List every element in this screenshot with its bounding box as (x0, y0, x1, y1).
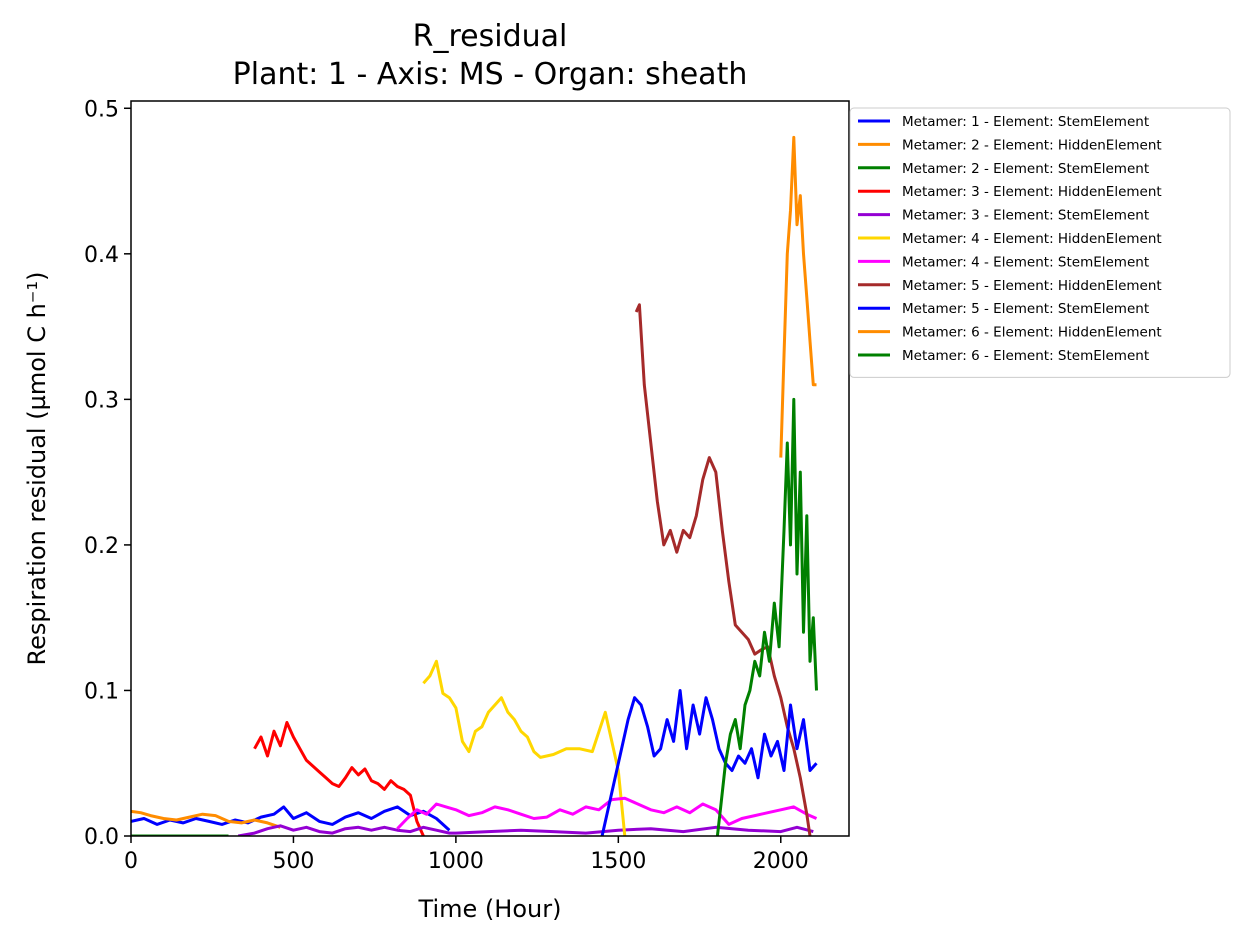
legend-entry-label: Metamer: 3 - Element: HiddenElement (902, 184, 1162, 200)
legend-entry-label: Metamer: 2 - Element: StemElement (902, 161, 1149, 177)
series-line-6 (422, 659, 627, 836)
x-tick-label: 1000 (428, 849, 484, 874)
x-tick-label: 500 (272, 849, 314, 874)
legend-entry-label: Metamer: 2 - Element: HiddenElement (902, 137, 1162, 153)
plot-area: 0 500 1000 1500 2000 0.0 0.1 0.2 0.3 0.4 0.5 (84, 97, 850, 874)
series-line-5 (237, 824, 814, 836)
y-tick-label: 0.1 (84, 679, 119, 704)
series-line-10 (779, 135, 817, 458)
series-line-9 (600, 689, 818, 836)
legend-entry-label: Metamer: 6 - Element: StemElement (902, 348, 1149, 364)
series-line-8 (634, 303, 812, 836)
legend-entry-label: Metamer: 1 - Element: StemElement (902, 114, 1149, 130)
legend-entry-label: Metamer: 4 - Element: HiddenElement (902, 231, 1162, 247)
y-tick-label: 0.4 (84, 243, 119, 268)
legend-frame (849, 107, 1231, 378)
series-line-1 (131, 805, 451, 832)
legend-entry-label: Metamer: 4 - Element: StemElement (902, 254, 1149, 270)
y-ticks: 0.0 0.1 0.2 0.3 0.4 0.5 (84, 97, 131, 850)
legend-entry-label: Metamer: 6 - Element: HiddenElement (902, 325, 1162, 341)
series-line-11 (715, 397, 818, 836)
chart-subtitle: Plant: 1 - Axis: MS - Organ: sheath (233, 57, 748, 92)
y-tick-label: 0.3 (84, 388, 119, 413)
chart-title: R_residual (413, 19, 568, 54)
y-tick-label: 0.2 (84, 534, 119, 559)
y-tick-label: 0.0 (84, 825, 119, 850)
y-axis-label: Respiration residual (µmol C h⁻¹) (23, 272, 51, 666)
legend-entry-label: Metamer: 5 - Element: StemElement (902, 301, 1149, 317)
y-tick-label: 0.5 (84, 97, 119, 122)
x-ticks: 0 500 1000 1500 2000 (124, 836, 809, 874)
series-line-7 (396, 796, 818, 830)
plot-frame (130, 100, 850, 837)
legend: Metamer: 1 - Element: StemElement Metamer… (849, 107, 1231, 378)
legend-entry-label: Metamer: 5 - Element: HiddenElement (902, 278, 1162, 294)
x-tick-label: 0 (124, 849, 138, 874)
x-axis-label: Time (Hour) (418, 895, 562, 923)
series-line-2 (131, 809, 281, 829)
x-tick-label: 2000 (753, 849, 809, 874)
series-line-4 (253, 721, 425, 836)
x-tick-label: 1500 (590, 849, 646, 874)
series-lines (131, 135, 818, 836)
legend-entry-label: Metamer: 3 - Element: StemElement (902, 208, 1149, 224)
